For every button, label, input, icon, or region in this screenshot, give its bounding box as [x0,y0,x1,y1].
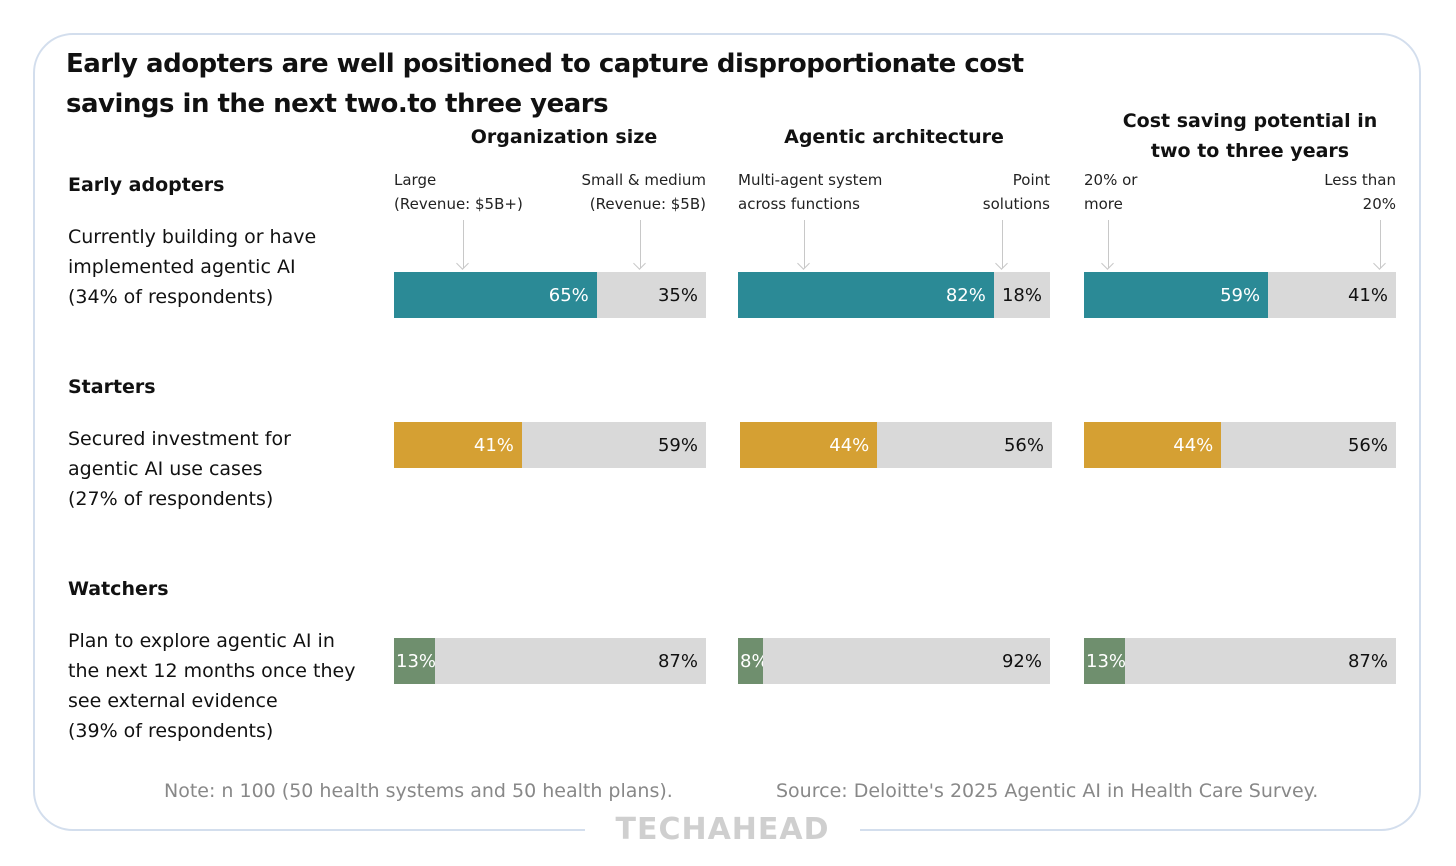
desc-line: (27% of respondents) [68,488,274,510]
label-line: 20% [1362,195,1396,213]
group-desc-watchers: Plan to explore agentic AI in the next 12… [68,626,388,746]
source-note: Source: Deloitte's 2025 Agentic AI in He… [776,780,1319,802]
label-line: 20% or [1084,171,1138,189]
desc-line: Secured investment for [68,428,291,450]
techahead-logo: TECHAHEAD [585,812,860,847]
label-large: Large (Revenue: $5B+) [394,168,523,216]
label-line: more [1084,195,1123,213]
arrow-down-icon [1002,220,1003,268]
label-line: Small & medium [581,171,706,189]
arrow-down-icon [640,220,641,268]
column-title-architecture: Agentic architecture [784,126,1004,148]
group-desc-early-adopters: Currently building or have implemented ag… [68,222,378,312]
label-line: Less than [1324,171,1396,189]
label-point-solutions: Point solutions [930,168,1050,216]
desc-line: see external evidence [68,690,278,712]
chart-title: Early adopters are well positioned to ca… [66,49,1024,119]
label-less-than-20: Less than 20% [1276,168,1396,216]
desc-line: the next 12 months once they [68,660,356,682]
label-line: Large [394,171,437,189]
label-line: Point [1012,171,1050,189]
group-title-early-adopters: Early adopters [68,174,225,196]
label-multi-agent: Multi-agent system across functions [738,168,882,216]
label-20-or-more: 20% or more [1084,168,1137,216]
group-title-watchers: Watchers [68,578,169,600]
bar-segment-remainder: 41% [1268,272,1396,318]
bar-segment-remainder: 56% [877,422,1052,468]
arrow-down-icon [463,220,464,268]
desc-line: (34% of respondents) [68,286,274,308]
bar-segment-remainder: 92% [762,638,1050,684]
footnote: Note: n 100 (50 health systems and 50 he… [164,780,673,802]
bar-segment-primary: 13% [1084,638,1126,684]
column-title-cost-saving: Cost saving potential in two to three yea… [1084,106,1416,166]
bar-segment-primary: 13% [394,638,436,684]
bar-segment-remainder: 56% [1221,422,1396,468]
bar-segment-remainder: 87% [1124,638,1396,684]
desc-line: agentic AI use cases [68,458,263,480]
arrow-down-icon [1108,220,1109,268]
bar-segment-primary: 65% [394,272,597,318]
column-title-org-size: Organization size [470,126,658,148]
arrow-down-icon [1380,220,1381,268]
bar-segment-primary: 8% [738,638,769,684]
bar-segment-primary: 82% [738,272,994,318]
bar-segment-primary: 44% [1084,422,1222,468]
group-title-starters: Starters [68,376,156,398]
title-line: two to three years [1150,140,1350,162]
desc-line: (39% of respondents) [68,720,274,742]
label-line: (Revenue: $5B+) [394,195,523,213]
label-line: solutions [982,195,1050,213]
label-small-medium: Small & medium (Revenue: $5B) [556,168,706,216]
title-line: Cost saving potential in [1122,110,1378,132]
bar-segment-primary: 41% [394,422,522,468]
arrow-down-icon [804,220,805,268]
group-desc-starters: Secured investment for agentic AI use cas… [68,424,378,514]
desc-line: Currently building or have [68,226,317,248]
bar-segment-primary: 59% [1084,272,1269,318]
bar-segment-remainder: 18% [993,272,1050,318]
bar-segment-remainder: 35% [596,272,706,318]
bar-segment-remainder: 87% [434,638,706,684]
bar-segment-primary: 44% [740,422,878,468]
bar-segment-remainder: 59% [521,422,706,468]
label-line: (Revenue: $5B) [589,195,706,213]
label-line: across functions [738,195,860,213]
desc-line: Plan to explore agentic AI in [68,630,335,652]
desc-line: implemented agentic AI [68,256,296,278]
label-line: Multi-agent system [738,171,883,189]
